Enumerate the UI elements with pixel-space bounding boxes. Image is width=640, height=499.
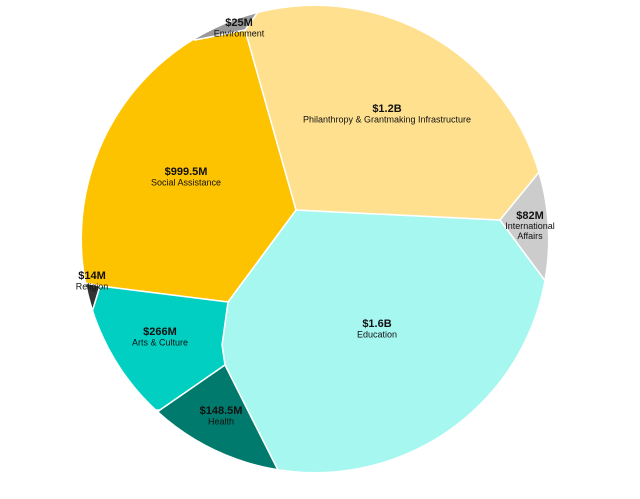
value-label: $266M: [143, 326, 177, 338]
cell: [499, 159, 548, 291]
category-label: Social Assistance: [151, 177, 221, 187]
category-label: Arts & Culture: [132, 337, 188, 347]
value-label: $14M: [78, 270, 106, 282]
value-label: $25M: [225, 17, 253, 29]
category-label: Philanthropy & Grantmaking Infrastructur…: [303, 114, 471, 124]
value-label: $999.5M: [165, 166, 208, 178]
category-label: Religion: [76, 281, 109, 291]
cell: [221, 209, 548, 472]
category-label: Education: [357, 329, 397, 339]
category-label: International Affairs: [505, 221, 555, 241]
value-label: $1.2B: [372, 103, 401, 115]
cell: [244, 6, 548, 221]
value-label: $82M: [516, 210, 544, 222]
category-label: Health: [208, 416, 234, 426]
value-label: $148.5M: [200, 405, 243, 417]
cells: [82, 6, 548, 472]
category-label: Environment: [214, 28, 265, 38]
value-label: $1.6B: [362, 318, 391, 330]
